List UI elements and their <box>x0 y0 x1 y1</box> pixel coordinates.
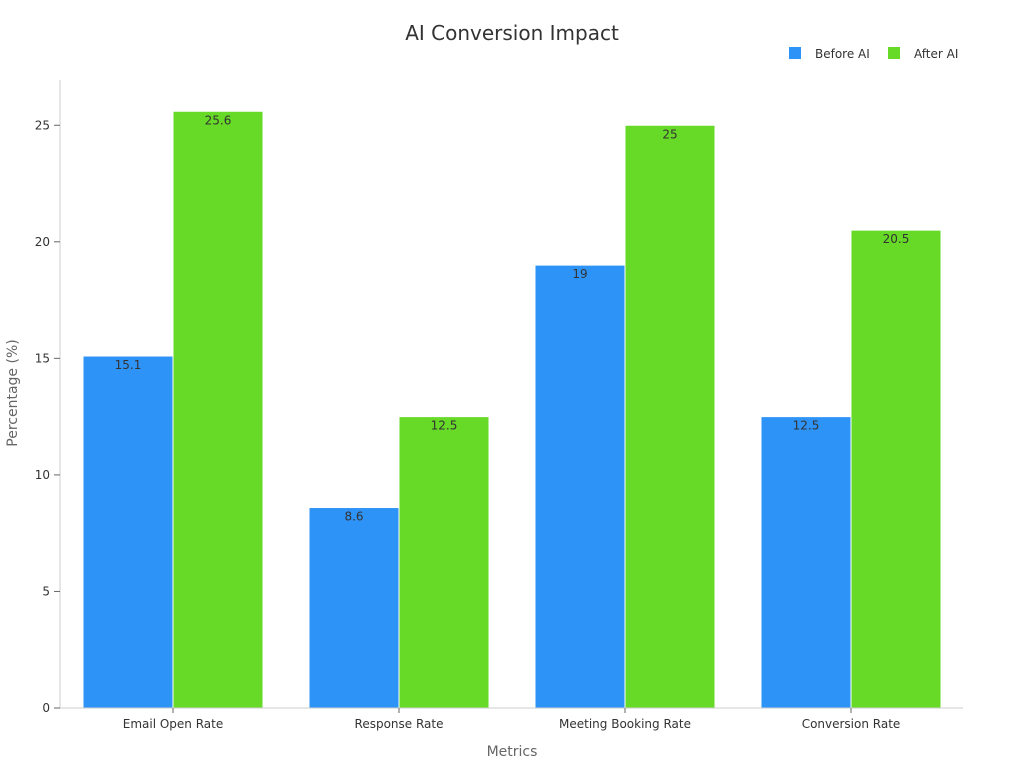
bar-after-ai <box>624 124 716 709</box>
x-tick-label: Response Rate <box>355 717 444 731</box>
y-axis-label: Percentage (%) <box>5 339 21 446</box>
x-tick-label: Meeting Booking Rate <box>559 717 691 731</box>
bar-after-ai <box>172 110 264 709</box>
legend-label: After AI <box>914 47 958 61</box>
bars-group <box>82 110 942 709</box>
data-label: 8.6 <box>344 510 363 524</box>
legend-swatch <box>789 47 801 59</box>
x-axis-label: Metrics <box>487 744 538 760</box>
y-tick-label: 25 <box>35 118 50 132</box>
bar-before-ai <box>534 264 626 709</box>
data-label: 12.5 <box>793 419 820 433</box>
y-tick-label: 5 <box>42 584 50 598</box>
legend: Before AI After AI <box>789 47 958 61</box>
bar-before-ai <box>82 355 174 709</box>
data-label: 20.5 <box>883 232 910 246</box>
bar-after-ai <box>850 229 942 709</box>
x-ticks-group: Email Open Rate Response Rate Meeting Book… <box>123 708 901 731</box>
data-labels-group: 15.1 25.6 8.6 12.5 19 25 12.5 20.5 <box>115 113 910 523</box>
bar-after-ai <box>398 416 490 709</box>
bar-before-ai <box>308 507 400 709</box>
y-tick-label: 20 <box>35 235 50 249</box>
data-label: 19 <box>572 267 587 281</box>
data-label: 25 <box>662 127 677 141</box>
x-tick-label: Email Open Rate <box>123 717 224 731</box>
legend-label: Before AI <box>815 47 870 61</box>
y-tick-label: 10 <box>35 468 50 482</box>
y-ticks-group: 0 5 10 15 20 25 <box>35 118 60 715</box>
bar-before-ai <box>760 416 852 709</box>
x-tick-label: Conversion Rate <box>802 717 901 731</box>
y-tick-label: 15 <box>35 351 50 365</box>
y-tick-label: 0 <box>42 701 50 715</box>
legend-swatch <box>888 47 900 59</box>
plot-area: 15.1 25.6 8.6 12.5 19 25 12.5 20.5 0 5 10 15 20 25 E… <box>35 80 963 731</box>
data-label: 25.6 <box>205 113 232 127</box>
data-label: 15.1 <box>115 358 142 372</box>
data-label: 12.5 <box>431 419 458 433</box>
chart-title: AI Conversion Impact <box>405 21 619 45</box>
